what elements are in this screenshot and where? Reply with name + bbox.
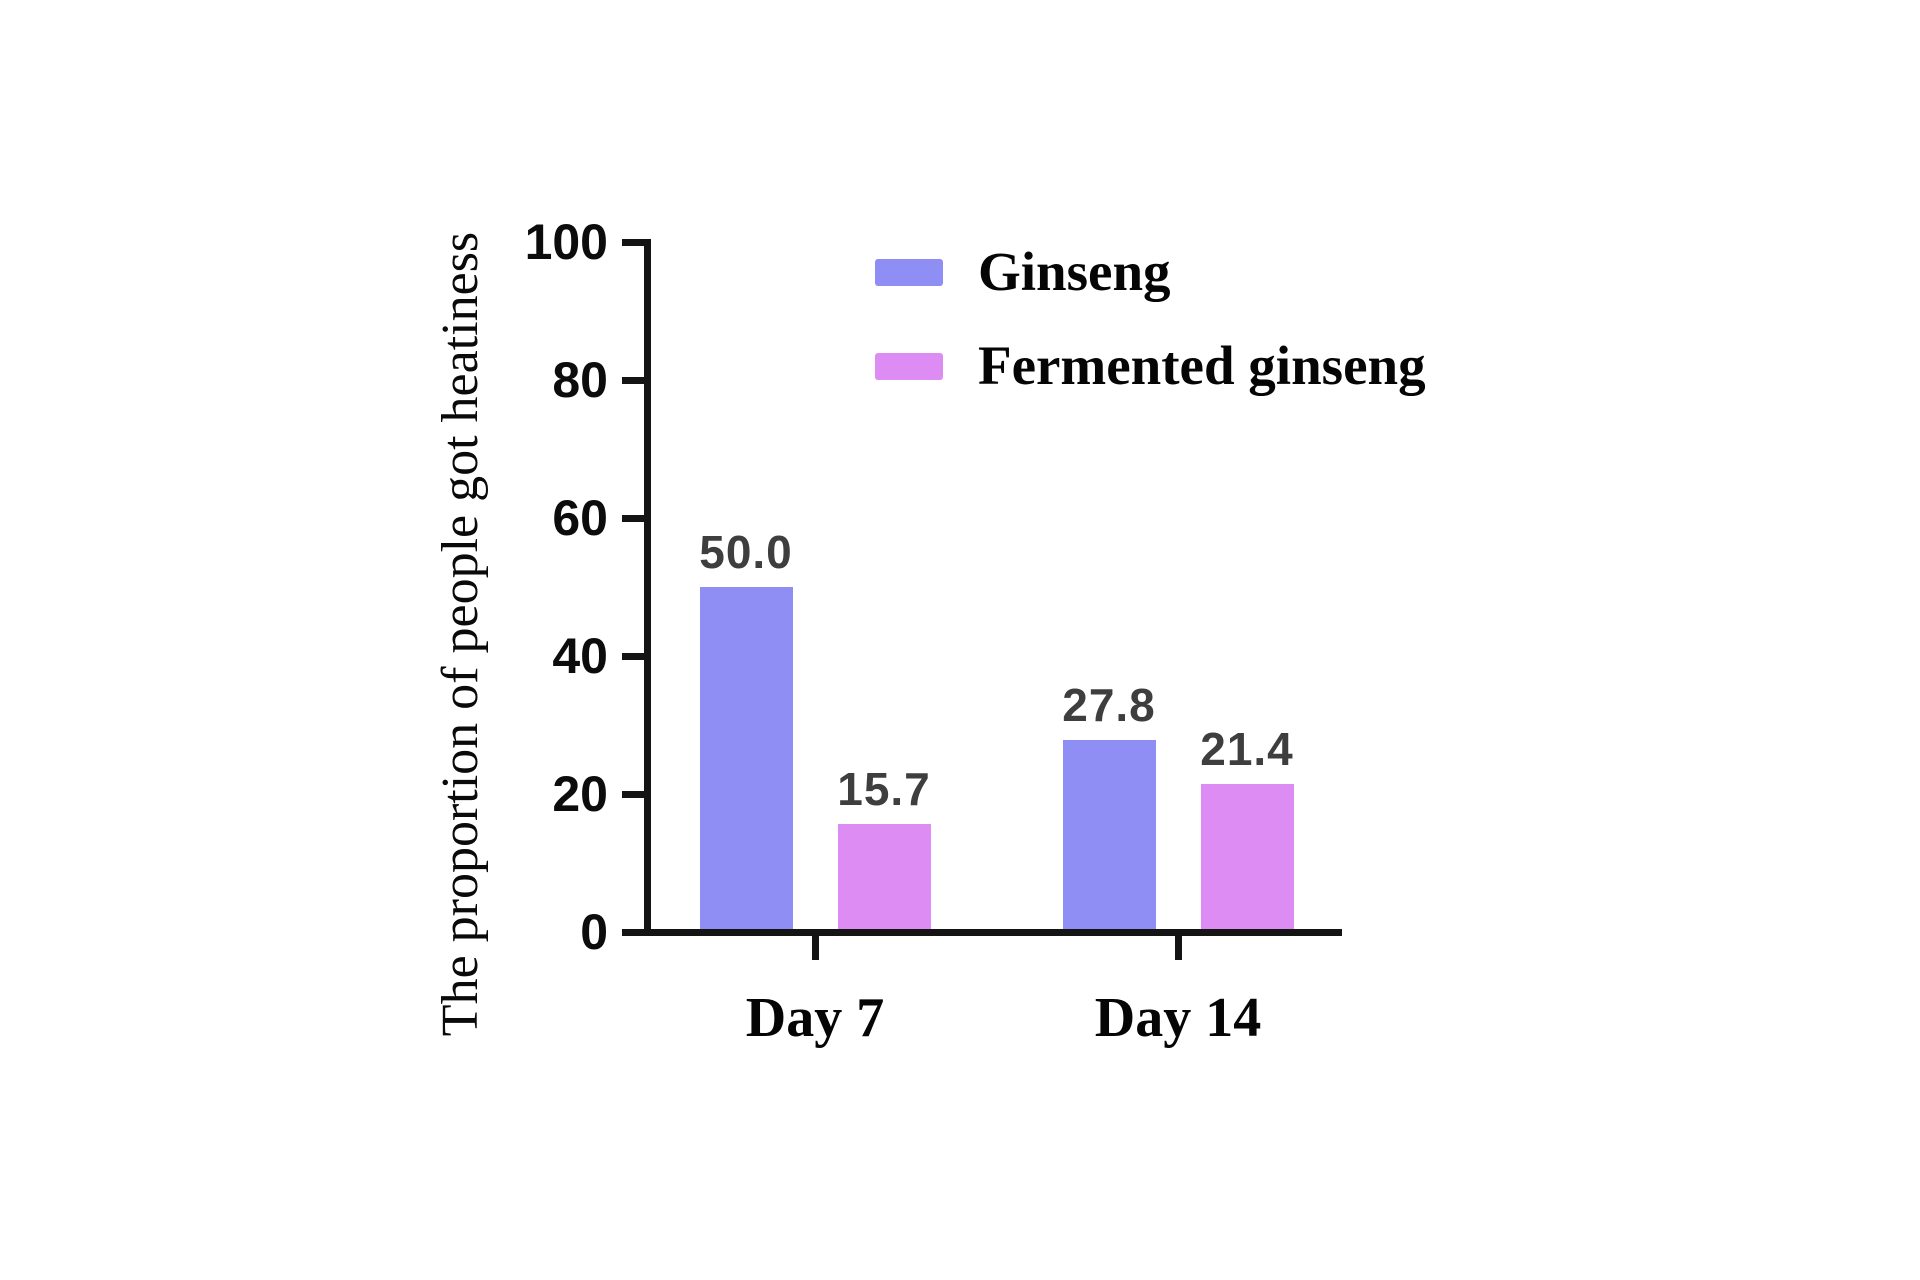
y-tick — [622, 376, 647, 384]
bar-ginseng-day-14 — [1062, 740, 1156, 932]
legend-label-ginseng: Ginseng — [978, 241, 1171, 302]
x-category-label: Day 14 — [1094, 987, 1262, 1049]
y-tick — [622, 238, 647, 246]
y-tick — [622, 928, 647, 936]
y-tick-label: 20 — [552, 766, 608, 822]
bar-value-label: 27.8 — [1062, 679, 1156, 732]
legend-swatch-fermented-ginseng — [875, 353, 943, 380]
bar-value-label: 50.0 — [699, 526, 793, 578]
bar-value-label: 15.7 — [837, 762, 931, 815]
y-axis-line — [643, 238, 651, 936]
y-tick-label: 40 — [552, 628, 608, 684]
x-tick — [811, 935, 819, 960]
legend-swatch-ginseng — [875, 259, 943, 286]
x-axis-line — [622, 928, 1342, 936]
bar-fermented-ginseng-day-14 — [1200, 784, 1294, 932]
y-tick — [622, 652, 647, 660]
legend-label-fermented-ginseng: Fermented ginseng — [978, 335, 1426, 396]
x-tick — [1174, 935, 1182, 960]
y-tick-label: 100 — [524, 214, 608, 270]
y-tick-label: 60 — [552, 490, 608, 546]
y-tick — [622, 514, 647, 522]
bar-ginseng-day-7 — [699, 587, 793, 932]
y-tick-label: 80 — [552, 352, 608, 408]
y-tick-label: 0 — [580, 904, 608, 960]
bar-fermented-ginseng-day-7 — [837, 823, 931, 932]
bar-value-label: 21.4 — [1200, 723, 1294, 776]
x-category-label: Day 7 — [745, 987, 885, 1049]
y-tick — [622, 790, 647, 798]
